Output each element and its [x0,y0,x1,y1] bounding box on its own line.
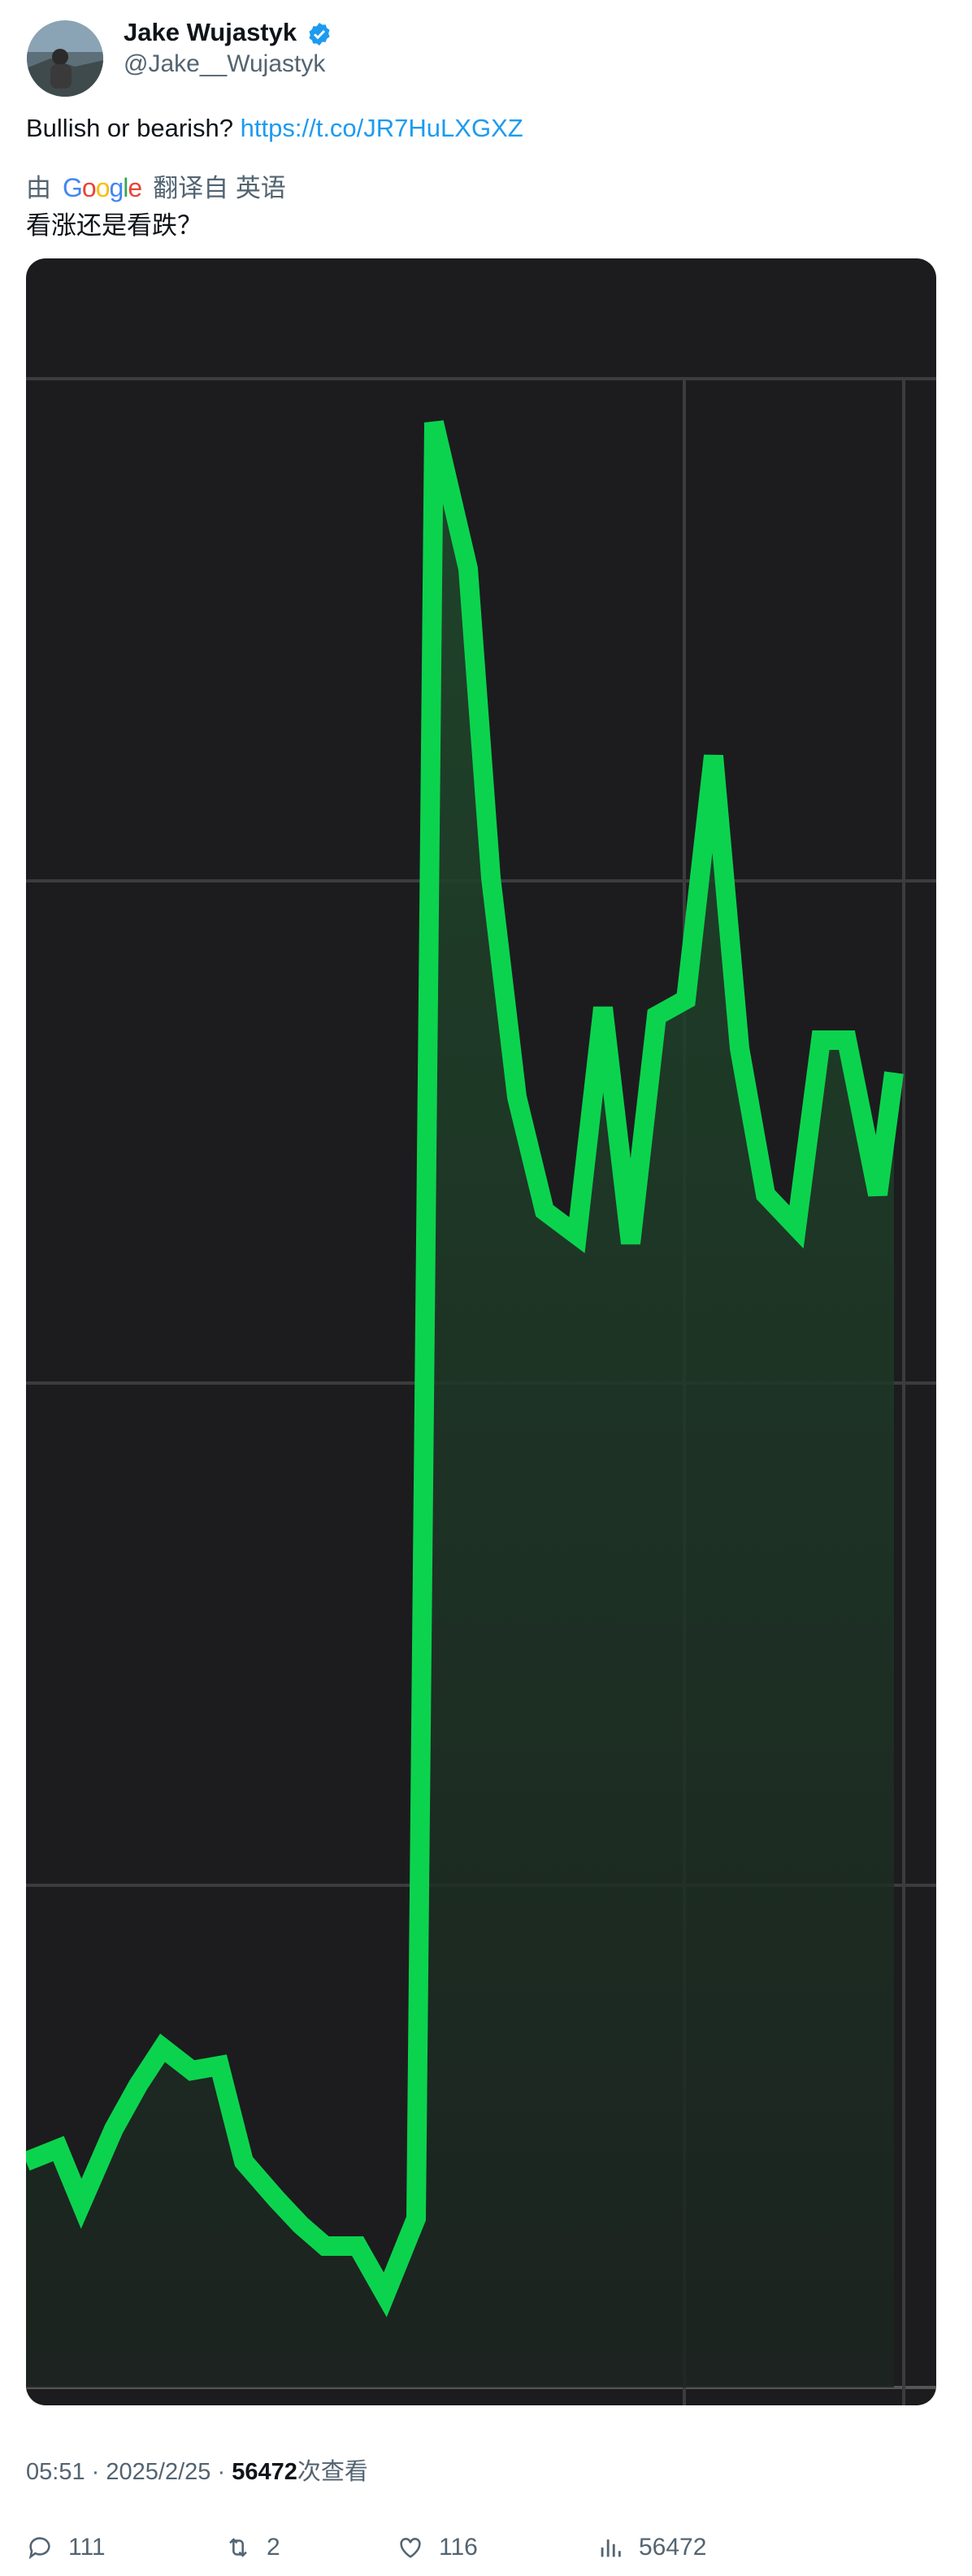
tweet-meta: 05:51 · 2025/2/25 · 56472次查看 [26,2452,368,2487]
separator: · [217,2459,226,2485]
provider-letter: e [128,173,142,202]
translated-text: 看涨还是看跌？ [26,211,202,240]
provider-letter: l [123,173,128,202]
reply-button[interactable]: 111 [26,2534,106,2561]
provider-letter: G [63,173,83,202]
avatar[interactable] [26,20,104,98]
provider-letter: o [81,173,97,202]
retweet-button[interactable]: 2 [224,2534,280,2561]
view-count: 56472 [232,2459,297,2485]
tweet-image[interactable] [26,258,936,2405]
translation-prefix: 由 [26,174,51,202]
translation-suffix: 翻译自 [153,174,229,202]
tweet-time: 05:51 [26,2459,85,2485]
user-handle[interactable]: @Jake__Wujastyk [124,50,326,77]
reply-icon [28,2537,50,2560]
verified-badge [309,23,330,46]
retweet-icon [229,2538,247,2557]
provider-letter: g [109,173,124,202]
image-area [26,423,894,2387]
user-name[interactable]: Jake Wujastyk [124,18,297,46]
tweet-text: Bullish or bearish? https://t.co/JR7HuLX… [26,114,523,143]
reply-count: 111 [68,2534,106,2561]
tweet-date: 2025/2/25 [106,2459,211,2485]
like-button[interactable]: 116 [397,2534,478,2561]
translation-note: 由 Google 翻译自 英语 [26,167,286,204]
translation-provider: Google [63,173,142,202]
tweet-body: Bullish or bearish? [26,114,234,142]
provider-letter: o [95,173,111,202]
image-line [26,420,904,2318]
translation-language: 英语 [235,174,286,202]
views-button[interactable]: 56472 [597,2534,706,2561]
views-icon [601,2539,621,2557]
tweet-link[interactable]: https://t.co/JR7HuLXGXZ [240,114,523,142]
views-count: 56472 [639,2534,707,2561]
like-count: 116 [439,2534,478,2561]
retweet-count: 2 [267,2534,280,2561]
like-icon [400,2538,421,2558]
separator: · [91,2459,100,2485]
views-suffix: 次查看 [297,2459,368,2485]
